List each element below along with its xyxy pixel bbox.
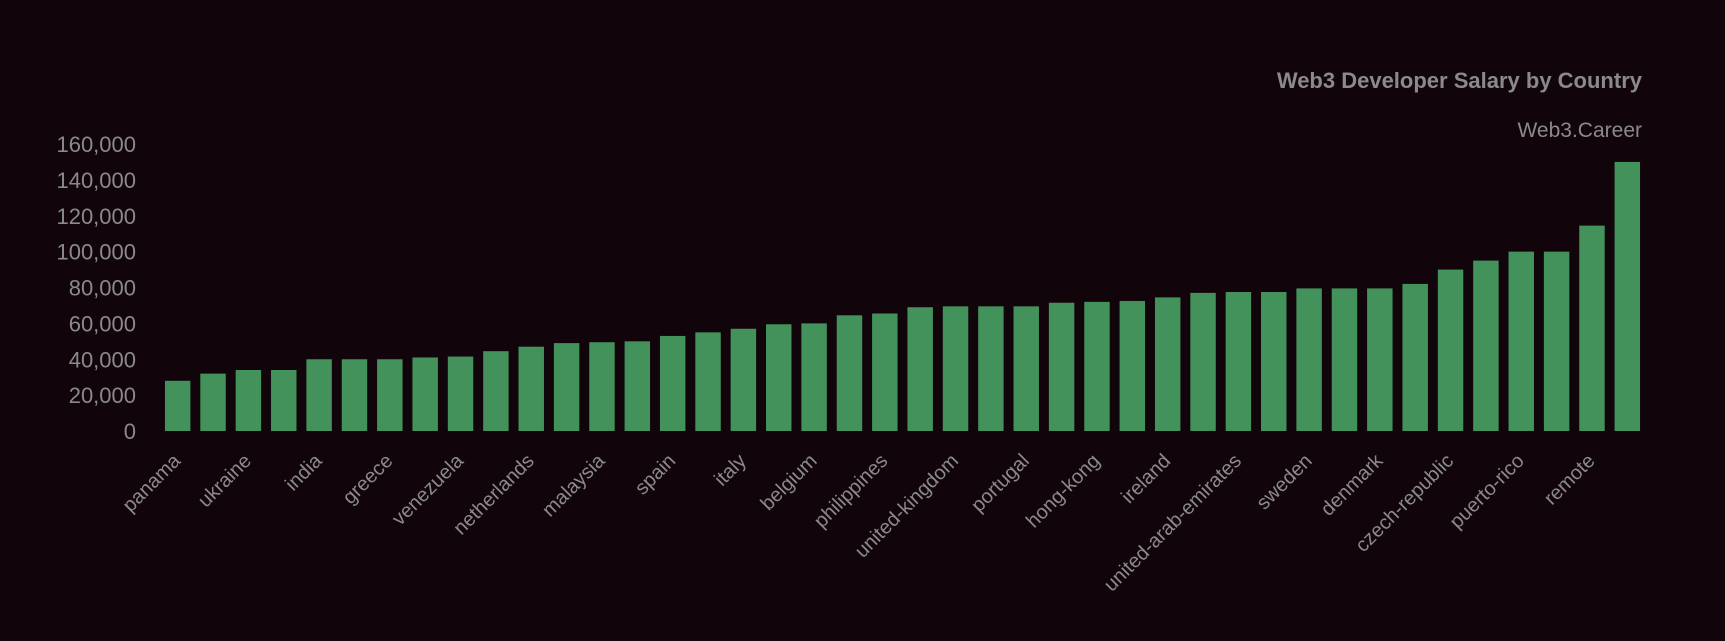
y-tick-label: 120,000 xyxy=(56,204,136,229)
x-tick-label: belgium xyxy=(757,450,822,515)
bar xyxy=(1048,302,1075,431)
bar xyxy=(1367,288,1393,431)
bar xyxy=(412,357,438,431)
bar xyxy=(1084,301,1110,431)
bar xyxy=(1013,306,1039,431)
bar xyxy=(872,313,898,431)
y-tick-label: 80,000 xyxy=(69,276,136,301)
bar xyxy=(235,370,262,431)
bar xyxy=(1508,251,1534,432)
bar xyxy=(553,343,580,431)
y-tick-label: 40,000 xyxy=(69,347,136,372)
y-tick-label: 100,000 xyxy=(56,240,136,265)
x-tick-label: ireland xyxy=(1117,450,1175,508)
x-tick-label: remote xyxy=(1540,450,1600,510)
bar xyxy=(766,324,792,431)
x-tick-label: portugal xyxy=(967,450,1034,517)
x-tick-label: united-arab-emirates xyxy=(1100,450,1246,596)
bar xyxy=(1119,300,1146,431)
bar xyxy=(271,370,297,431)
chart-subtitle: Web3.Career xyxy=(1517,119,1642,142)
x-tick-label: italy xyxy=(710,450,751,491)
bar xyxy=(801,323,827,432)
x-tick-label: ukraine xyxy=(194,450,256,512)
y-tick-label: 60,000 xyxy=(69,311,136,336)
x-tick-label: india xyxy=(281,449,327,495)
x-tick-label: puerto-rico xyxy=(1446,450,1529,533)
bar xyxy=(1437,269,1464,431)
x-axis: panama ukraine india greecevenezuelanetherl… xyxy=(119,449,1600,596)
bar xyxy=(659,335,686,431)
bar xyxy=(341,359,368,431)
y-axis: 0 20,000 40,000 60,000 80,000 100,000 120,000 1… xyxy=(56,132,136,444)
bar xyxy=(518,346,544,431)
bar xyxy=(1190,292,1216,431)
bar xyxy=(907,307,933,431)
bar xyxy=(1331,288,1358,431)
bar xyxy=(589,342,615,431)
bar xyxy=(1473,260,1499,431)
bar xyxy=(1543,251,1570,432)
bar xyxy=(164,380,191,431)
y-tick-label: 0 xyxy=(124,419,136,444)
bar xyxy=(695,332,721,431)
bar xyxy=(1296,288,1322,431)
x-tick-label: spain xyxy=(631,450,680,499)
bars xyxy=(164,161,1641,432)
bar xyxy=(624,341,651,431)
bar xyxy=(836,315,863,431)
bar xyxy=(1261,291,1287,431)
bar xyxy=(447,356,474,431)
bar xyxy=(1579,225,1605,431)
x-tick-label: sweden xyxy=(1252,450,1316,514)
bar xyxy=(942,306,969,431)
y-tick-label: 140,000 xyxy=(56,168,136,193)
x-tick-label: hong-kong xyxy=(1022,450,1104,532)
chart-title: Web3 Developer Salary by Country xyxy=(1277,68,1643,93)
y-tick-label: 20,000 xyxy=(69,383,136,408)
x-tick-label: denmark xyxy=(1317,449,1388,520)
bar xyxy=(1402,283,1428,431)
x-tick-label: panama xyxy=(119,449,186,516)
bar xyxy=(1154,297,1181,431)
bar xyxy=(978,306,1004,431)
y-tick-label: 160,000 xyxy=(56,132,136,157)
bar xyxy=(200,373,226,431)
bar xyxy=(730,328,757,431)
bar xyxy=(377,359,403,431)
x-tick-label: greece xyxy=(339,450,398,509)
bar xyxy=(1225,291,1252,431)
x-tick-label: malaysia xyxy=(538,449,610,521)
bar xyxy=(306,359,332,431)
bar xyxy=(483,351,509,431)
bar xyxy=(1614,161,1641,431)
